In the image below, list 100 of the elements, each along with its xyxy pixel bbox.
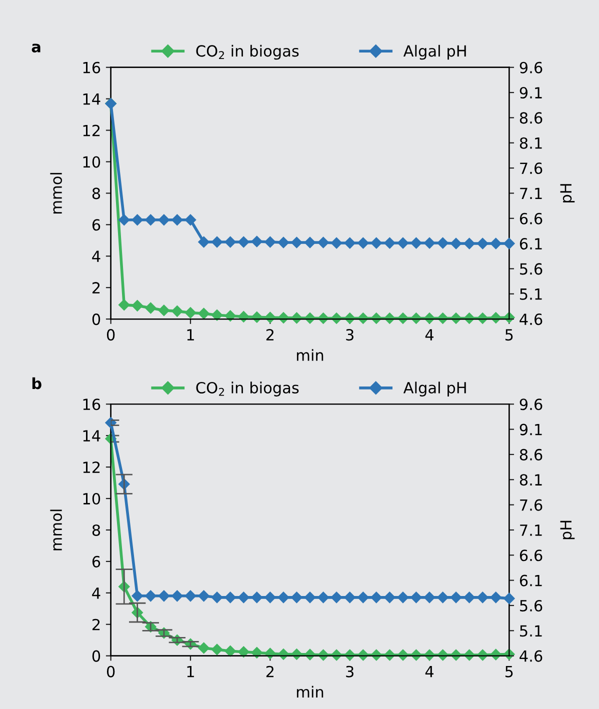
point [450, 312, 462, 324]
y2-axis-title: pH [560, 184, 575, 202]
x-axis-title: min [296, 349, 324, 361]
y2-tick-label: 7.6 [520, 162, 542, 174]
x-tick-label: 4 [425, 329, 434, 340]
x-tick-label: 5 [505, 666, 513, 678]
point [198, 642, 210, 654]
point [132, 300, 143, 312]
x-tick-label: 4 [425, 666, 434, 678]
point [238, 236, 250, 248]
chart-title: b [32, 377, 42, 390]
point [424, 237, 436, 249]
point [504, 238, 515, 250]
point [370, 592, 382, 604]
point [172, 214, 183, 226]
point [437, 649, 448, 661]
y2-tick-label: 8.6 [520, 448, 542, 460]
point [198, 590, 210, 602]
point [424, 312, 436, 324]
point [344, 592, 356, 604]
y-axis-title: mmol [50, 510, 62, 550]
point [132, 214, 143, 226]
point [198, 308, 210, 320]
point [211, 236, 223, 248]
point [224, 592, 236, 604]
x-tick-label: 3 [346, 666, 354, 678]
y-tick-label: 8 [92, 524, 100, 536]
point [278, 648, 290, 660]
point [278, 236, 290, 248]
y2-tick-label: 6.1 [520, 238, 542, 250]
point [172, 306, 183, 317]
point [410, 237, 422, 249]
y-tick-label: 14 [83, 93, 100, 105]
point [384, 649, 396, 661]
point [118, 214, 130, 226]
point [464, 592, 475, 604]
point [145, 302, 156, 314]
point [450, 238, 462, 250]
point [224, 236, 236, 248]
point [264, 236, 276, 248]
y2-tick-label: 8.6 [520, 112, 542, 124]
chart-title: a [32, 44, 40, 52]
point [424, 592, 436, 604]
y-tick-label: 4 [92, 588, 100, 599]
point [211, 592, 223, 604]
y2-tick-label: 8.1 [520, 474, 542, 486]
y2-tick-label: 8.1 [520, 137, 542, 149]
point [318, 236, 329, 248]
point [224, 646, 236, 657]
point [504, 592, 515, 604]
y2-tick-label: 7.1 [520, 524, 542, 536]
point [330, 237, 342, 249]
y2-tick-label: 6.6 [520, 550, 542, 562]
point [464, 238, 475, 250]
x-tick-label: 2 [266, 666, 274, 678]
point [384, 592, 396, 604]
y-tick-label: 2 [92, 282, 100, 294]
x-tick-label: 5 [505, 329, 513, 341]
y2-tick-label: 9.6 [520, 62, 542, 74]
point [251, 312, 262, 323]
y-tick-label: 16 [83, 398, 100, 410]
y2-tick-label: 7.6 [520, 499, 542, 511]
point [291, 592, 302, 604]
point [291, 312, 302, 324]
point [304, 236, 316, 248]
point [397, 592, 409, 604]
y2-tick-label: 9.1 [520, 86, 542, 99]
y2-tick-label: 6.1 [520, 574, 542, 586]
point [318, 649, 329, 661]
y-tick-label: 0 [92, 650, 100, 662]
point [251, 236, 262, 248]
x-axis-title: min [296, 686, 324, 698]
point [344, 237, 356, 249]
y2-tick-label: 6.6 [520, 212, 542, 224]
x-tick-label: 0 [106, 666, 115, 678]
point [437, 237, 448, 249]
legend-label: CO$_{2}$ in biogas [196, 382, 299, 396]
x-tick-label: 1 [187, 666, 194, 678]
point [397, 237, 409, 249]
point [358, 312, 369, 324]
point [264, 312, 276, 324]
point [410, 649, 422, 661]
y-axis-title: mmol [50, 172, 62, 214]
y-tick-label: 2 [92, 618, 100, 630]
point [370, 649, 382, 661]
point [330, 592, 342, 604]
point [238, 646, 250, 658]
point [158, 590, 170, 602]
y-tick-label: 8 [92, 188, 100, 200]
point [437, 592, 448, 604]
y-tick-label: 12 [83, 462, 100, 473]
point [490, 592, 502, 604]
point [184, 590, 196, 602]
point [318, 592, 329, 604]
point [264, 648, 276, 660]
point [278, 312, 290, 324]
y-tick-label: 10 [83, 156, 100, 168]
point [410, 592, 422, 604]
y-tick-label: 10 [83, 492, 100, 505]
y2-tick-label: 9.6 [520, 398, 542, 410]
